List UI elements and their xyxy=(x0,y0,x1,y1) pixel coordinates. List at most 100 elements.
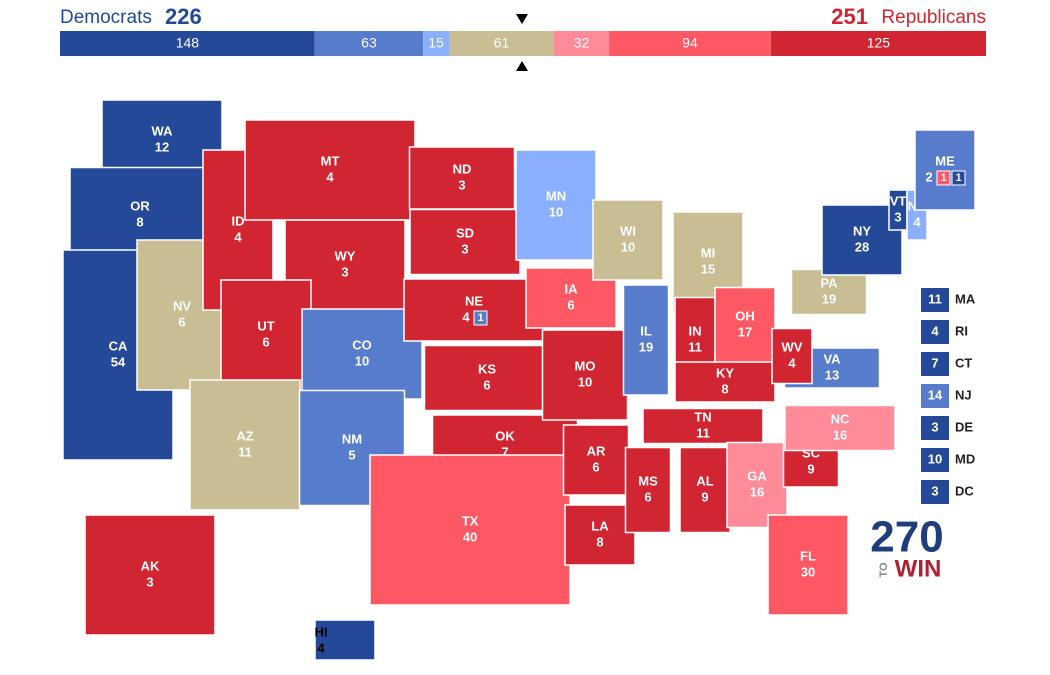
state-abbr: MS xyxy=(638,473,658,488)
state-abbr: MN xyxy=(546,188,566,203)
state-abbr: CO xyxy=(352,337,372,352)
bar-segment xyxy=(553,31,610,56)
state-ev: 2 xyxy=(925,169,932,184)
state-abbr: OR xyxy=(130,198,150,213)
small-state-ev: 11 xyxy=(928,291,942,306)
state-abbr: CA xyxy=(109,338,128,353)
state xyxy=(679,446,731,534)
small-state-box xyxy=(921,384,949,408)
bar-segment xyxy=(314,31,424,56)
state-abbr: ID xyxy=(232,213,245,228)
state-abbr: TN xyxy=(694,409,711,424)
state-ev: 10 xyxy=(549,204,563,219)
small-state-box xyxy=(921,480,949,504)
state xyxy=(541,329,629,421)
small-state-ev: 14 xyxy=(928,387,943,402)
state xyxy=(622,284,670,396)
state-abbr: PA xyxy=(820,275,838,290)
district-box xyxy=(473,310,488,326)
state-ev: 7 xyxy=(501,444,508,459)
small-state-abbr: DE xyxy=(955,419,973,434)
state-abbr: NM xyxy=(342,431,362,446)
state-abbr: MO xyxy=(575,358,596,373)
state-abbr: IL xyxy=(640,323,652,338)
state-abbr: WA xyxy=(152,123,174,138)
state xyxy=(423,344,551,412)
state-abbr: HI xyxy=(315,624,328,639)
state-ev: 16 xyxy=(750,484,764,499)
state-ev: 12 xyxy=(155,139,169,154)
state-ev: 17 xyxy=(738,324,752,339)
marker-bottom xyxy=(516,61,528,71)
state-abbr: UT xyxy=(257,318,274,333)
small-state-abbr: MA xyxy=(955,291,976,306)
state-ev: 3 xyxy=(341,264,348,279)
bar-value: 61 xyxy=(494,35,510,51)
small-state-box xyxy=(921,352,949,376)
state-ev: 30 xyxy=(801,564,815,579)
state xyxy=(403,278,545,342)
state-abbr: AZ xyxy=(236,428,253,443)
district-ev: 1 xyxy=(955,172,961,184)
small-state-ev: 10 xyxy=(928,451,942,466)
state-abbr: IA xyxy=(565,281,579,296)
state-ev: 3 xyxy=(894,209,901,224)
state-abbr: VT xyxy=(890,193,907,208)
logo-number: 270 xyxy=(870,513,943,562)
state-ev: 10 xyxy=(578,374,592,389)
state xyxy=(771,327,813,385)
state-ev: 4 xyxy=(234,229,242,244)
small-state-ev: 7 xyxy=(931,355,938,370)
state-abbr: LA xyxy=(591,518,609,533)
state xyxy=(314,619,376,661)
state xyxy=(562,424,630,496)
rep-label: Republicans xyxy=(881,7,986,28)
state xyxy=(189,379,301,511)
state-abbr: KS xyxy=(478,361,496,376)
small-state-abbr: DC xyxy=(955,483,974,498)
state xyxy=(714,286,776,364)
state xyxy=(624,446,672,534)
state-abbr: MI xyxy=(701,245,715,260)
state-ev: 9 xyxy=(807,461,814,476)
state-abbr: NE xyxy=(465,293,483,308)
state-ev: 15 xyxy=(701,261,715,276)
bar-value: 94 xyxy=(682,35,698,51)
bar-segment xyxy=(609,31,771,56)
state-abbr: FL xyxy=(800,548,816,563)
dem-label: Democrats xyxy=(60,7,152,28)
state-ev: 4 xyxy=(317,640,325,655)
state-abbr: KY xyxy=(716,365,734,380)
small-state-ev: 3 xyxy=(931,419,938,434)
state-ev: 19 xyxy=(639,339,653,354)
state-ev: 10 xyxy=(621,239,635,254)
small-state-ev: 3 xyxy=(931,483,938,498)
state xyxy=(409,208,521,276)
small-state-abbr: CT xyxy=(955,355,972,370)
state-abbr: AR xyxy=(587,443,606,458)
logo: 270 TO WIN xyxy=(870,513,943,583)
state-ev: 6 xyxy=(567,297,574,312)
state-ev: 19 xyxy=(822,291,836,306)
state-ev: 5 xyxy=(348,447,355,462)
state xyxy=(592,199,664,281)
state-ev: 4 xyxy=(913,214,921,229)
state-ev: 6 xyxy=(262,334,269,349)
state xyxy=(784,404,896,452)
state-ev: 28 xyxy=(855,239,869,254)
state-ev: 40 xyxy=(463,529,477,544)
bar-value: 32 xyxy=(574,35,590,51)
bar-value: 15 xyxy=(428,35,444,51)
small-state-box xyxy=(921,416,949,440)
bar-value: 148 xyxy=(176,35,200,51)
district-ev: 1 xyxy=(940,172,946,184)
state-abbr: ME xyxy=(935,153,955,168)
small-state-box xyxy=(921,288,949,312)
state-abbr: IN xyxy=(689,323,702,338)
state xyxy=(726,441,788,529)
state-abbr: TX xyxy=(462,513,479,528)
state-abbr: ND xyxy=(453,161,472,176)
state xyxy=(84,514,216,636)
state-abbr: WY xyxy=(335,248,356,263)
state xyxy=(101,99,223,181)
